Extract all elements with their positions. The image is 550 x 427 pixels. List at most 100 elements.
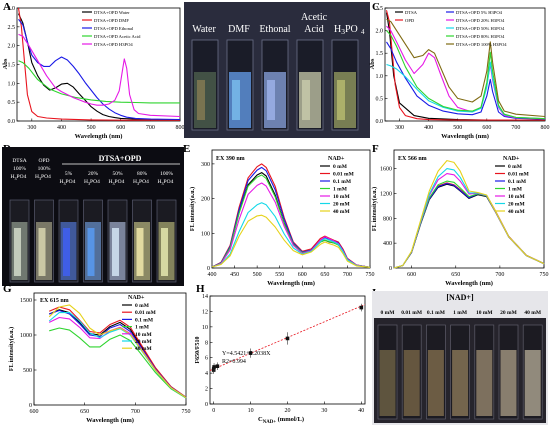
cuvette-label: H3PO4 (158, 179, 174, 186)
panel-letter-g: G (3, 283, 12, 295)
legend-entry: 0.01 mM (333, 172, 355, 178)
x-axis-label: Wavelength (nm) (267, 280, 315, 287)
panel-g-fluorescence-615: 600 650 700 750 0 500 1000 1500 Wavelength (nm) F… (8, 292, 191, 424)
y-tick-label: 10 (202, 325, 208, 331)
data-point (359, 305, 364, 310)
legend-entry: 1 mM (333, 187, 348, 193)
excitation-label: EX 566 nm (398, 156, 427, 162)
y-tick-label: 1200 (380, 191, 392, 197)
cuvette-label: DTSA (12, 158, 26, 164)
legend-entry: DTSA+OPD 80% H3PO4 (456, 34, 505, 39)
legend-entry: 40 mM (135, 346, 152, 352)
y-axis-label: FL intensity(a.u.) (8, 327, 15, 371)
legend-entry: 0.01 mM (508, 172, 530, 178)
x-tick-label: 40 (358, 408, 364, 414)
cuvette-label: 40 mM (524, 310, 541, 316)
x-tick-label: 700 (146, 125, 155, 131)
y-tick-label: 2.0 (376, 29, 384, 35)
series-line (48, 304, 187, 399)
y-tick-label: 1.5 (376, 51, 384, 57)
cuvette-glow (337, 80, 345, 120)
y-tick-label: 12 (202, 309, 208, 315)
x-tick-label: 550 (275, 272, 284, 278)
legend-entry: DTSA+OPD 5% H3PO4 (456, 10, 503, 15)
legend-entry: 20 mM (333, 202, 350, 208)
x-axis-label: Wavelength (nm) (86, 417, 134, 424)
cuvette-label: DMF (228, 24, 250, 35)
legend-entry: DTSA+OPD 20% H3PO4 (456, 18, 505, 23)
cuvette-glow (63, 228, 70, 276)
y-tick-label: 1500 (20, 298, 32, 304)
cuvette-liquid (452, 350, 469, 416)
cuvette-label: 100% (38, 166, 51, 172)
cuvette-glow (14, 228, 21, 276)
x-tick-label: 600 (30, 409, 39, 415)
cuvette-label: H3PO (334, 24, 358, 36)
plot-frame (393, 149, 545, 269)
data-point (211, 367, 216, 371)
x-tick-label: 600 (482, 125, 491, 131)
group-header: [NAD+] (446, 293, 474, 302)
y-tick-label: 1.5 (8, 63, 16, 69)
cuvette-label: 1 mM (453, 310, 468, 316)
cuvette-liquid (500, 350, 517, 416)
x-axis-label: Wavelength (nm) (75, 133, 123, 140)
cuvette-label: H3PO4 (109, 179, 125, 186)
cuvette-label: 20% (88, 171, 99, 177)
panel-d-cuvette-photo: DTSA+OPD DTSA 100% H3PO4 OPD 100% H3PO4 5% H3PO4… (2, 147, 184, 286)
x-tick-label: 300 (395, 125, 404, 131)
plot-frame (33, 292, 187, 406)
cuvette-liquid (403, 350, 420, 416)
cuvette-liquid (476, 350, 493, 416)
cuvette-glow (136, 228, 144, 276)
cuvette-glow (38, 228, 46, 276)
legend-entry: 0.1 mM (135, 317, 154, 323)
x-tick-label: 10 (248, 408, 254, 414)
y-axis-label: FL intensity(a.u.) (371, 187, 378, 231)
y-tick-label: 200 (201, 197, 210, 203)
series-line (385, 10, 545, 121)
y-tick-label: 400 (383, 241, 392, 247)
series-line (386, 30, 546, 120)
legend-entry: 1 mM (135, 325, 150, 331)
cuvette-label: 20 mM (500, 310, 517, 316)
x-tick-label: 800 (541, 125, 550, 131)
plot-frame (209, 295, 366, 405)
y-axis-label: F650/F510 (195, 337, 201, 364)
panel-letter-h: H (196, 283, 205, 295)
x-tick-label: 500 (453, 125, 462, 131)
cuvette-label: H3PO4 (60, 179, 76, 186)
x-tick-label: 650 (451, 272, 460, 278)
panel-letter-f: F (372, 143, 379, 155)
fit-equation: Y=4.5421+0.2038X (222, 351, 271, 357)
series-line (386, 25, 546, 120)
y-tick-label: 300 (201, 162, 210, 168)
series-line (18, 18, 181, 121)
cuvette-label: Acid (304, 24, 323, 35)
series-line (211, 214, 371, 268)
x-tick-label: 750 (540, 272, 549, 278)
series-line (386, 61, 546, 120)
x-tick-label: 500 (253, 272, 262, 278)
group-header: DTSA+OPD (99, 154, 142, 163)
legend-entry: 20 mM (508, 202, 525, 208)
legend-title: NAD+ (128, 295, 145, 301)
y-axis-label: FL intensity(a.u.) (189, 187, 196, 231)
legend-entry: 0 mM (333, 164, 348, 170)
x-tick-label: 500 (87, 125, 96, 131)
legend-entry: DTSA (405, 10, 418, 15)
y-tick-label: 0 (207, 266, 210, 272)
cuvette-glow (302, 80, 310, 120)
x-tick-label: 650 (80, 409, 89, 415)
x-tick-label: 700 (495, 272, 504, 278)
excitation-label: EX 615 nm (40, 298, 69, 304)
legend-entry: DTSA+OPD Water (94, 10, 130, 15)
cuvette-label: 50% (112, 171, 123, 177)
x-tick-label: 600 (116, 125, 125, 131)
y-tick-label: 2.5 (8, 25, 16, 31)
series-line (211, 163, 371, 268)
cuvette-label: 100% (160, 171, 173, 177)
x-tick-label: 30 (321, 408, 327, 414)
data-point (215, 364, 220, 368)
